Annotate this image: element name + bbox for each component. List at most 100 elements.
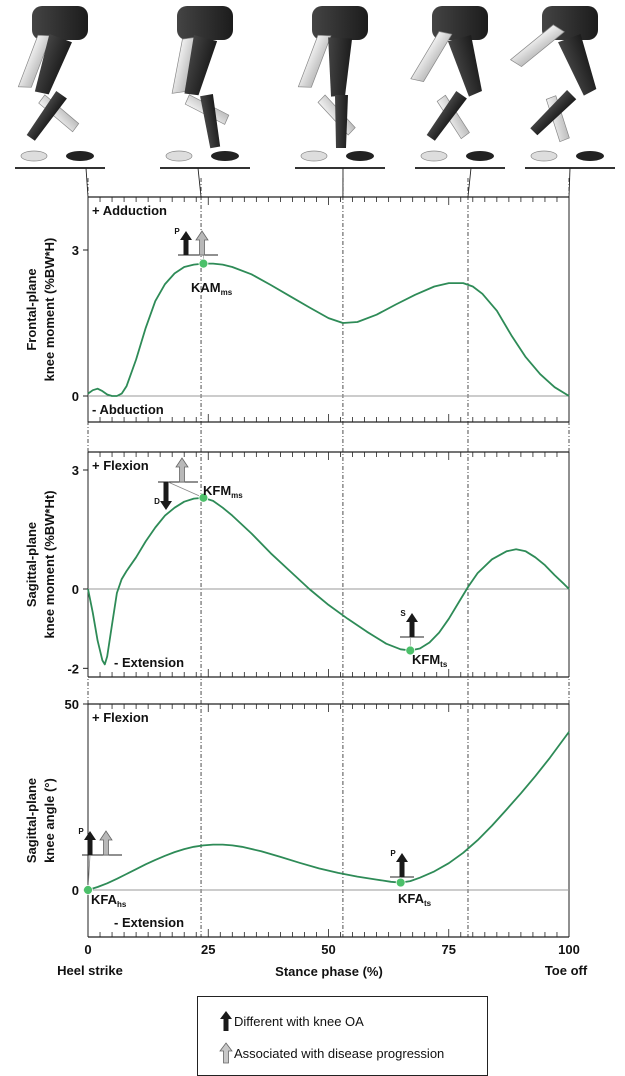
light-foot	[300, 150, 328, 162]
event-point	[395, 877, 406, 888]
event-label-subscript: ts	[440, 660, 448, 669]
dark-arrow-icon	[84, 831, 96, 855]
arrow-tag: P	[390, 849, 396, 858]
dark-arrow-icon	[396, 853, 408, 877]
hip-segment	[32, 6, 88, 40]
event-label: KFMts	[412, 652, 448, 669]
hip-segment	[177, 6, 233, 40]
dark-thigh	[558, 34, 597, 96]
phase-connector	[85, 167, 89, 198]
dark-shank	[530, 90, 577, 136]
light-shank	[436, 94, 470, 140]
phase-connector	[197, 167, 202, 198]
x-left-label: Heel strike	[57, 963, 123, 978]
dark-shank	[335, 95, 348, 148]
x-tick-label: 0	[84, 942, 91, 957]
dark-arrow-icon	[406, 613, 418, 637]
dark-arrow-icon	[160, 482, 172, 510]
dark-shank	[200, 93, 221, 149]
lower-region-note: - Extension	[114, 915, 184, 930]
panel-1: 0 3 + Adduction - Abduction Frontal-plane kne…	[24, 196, 570, 423]
hip-segment	[312, 6, 368, 40]
legend-item-different: Different with knee OA	[218, 1009, 364, 1033]
light-arrow-icon	[99, 830, 113, 856]
arrow-tag: D	[154, 497, 160, 506]
x-tick-label: 50	[321, 942, 335, 957]
series-line	[87, 731, 570, 891]
light-foot	[530, 150, 558, 162]
y-tick-label: 50	[65, 697, 79, 712]
lower-region-note: - Extension	[114, 655, 184, 670]
event-marker-kam-ms: P KAMms	[174, 227, 232, 297]
event-label-subscript: ms	[221, 288, 233, 297]
light-foot	[420, 150, 448, 162]
event-label-subscript: ms	[231, 491, 243, 500]
event-marker-kfa-hs: P KFAhs	[78, 827, 127, 909]
gait-figure-3	[295, 6, 385, 169]
x-tick-label: 75	[442, 942, 456, 957]
y-tick-label: 0	[72, 582, 79, 597]
dark-foot	[346, 151, 374, 161]
legend-label-progression: Associated with disease progression	[234, 1045, 445, 1061]
phase-guide-lines	[85, 167, 571, 937]
event-marker-kfm-ts: S KFMts	[400, 609, 448, 669]
arrow-tag: P	[174, 227, 180, 236]
y-tick-label: -2	[67, 661, 79, 676]
hip-segment	[432, 6, 488, 40]
phase-connector	[467, 167, 472, 198]
upper-region-note: + Flexion	[92, 710, 149, 725]
event-point	[198, 258, 209, 269]
legend-label-different: Different with knee OA	[234, 1013, 364, 1029]
x-right-label: Toe off	[545, 963, 588, 978]
light-thigh	[17, 34, 52, 88]
arrow-tag: P	[78, 827, 84, 836]
dark-thigh	[447, 34, 482, 97]
series-line	[87, 496, 570, 666]
light-thigh	[410, 31, 453, 83]
light-foot	[20, 150, 48, 162]
lower-region-note: - Abduction	[92, 402, 164, 417]
y-axis-label-line1: Sagittal-plane	[24, 522, 39, 607]
event-marker-kfa-ts: P KFAts	[390, 849, 432, 908]
dark-arrow-icon	[180, 231, 192, 255]
x-axis-label: Stance phase (%)	[275, 964, 383, 979]
y-axis-label-line2: knee moment (%BW*Ht)	[42, 490, 57, 638]
arrow-tag: S	[400, 609, 406, 618]
dark-thigh	[34, 34, 72, 95]
x-tick-label: 25	[201, 942, 215, 957]
event-label-subscript: hs	[117, 900, 127, 909]
legend-item-progression: Associated with disease progression	[218, 1041, 444, 1065]
gait-figure-4	[410, 6, 505, 169]
leader-line	[167, 481, 204, 499]
dark-arrow-icon	[220, 1011, 232, 1031]
y-axis-label-line2: knee moment (%BW*H)	[42, 238, 57, 382]
upper-region-note: + Adduction	[92, 203, 167, 218]
phase-connector	[568, 167, 571, 198]
dark-foot	[466, 151, 494, 161]
y-axis-label-line1: Frontal-plane	[24, 268, 39, 350]
light-thigh	[509, 24, 565, 68]
dark-thigh	[328, 37, 353, 97]
y-axis-label-line2: knee angle (°)	[42, 778, 57, 863]
upper-region-note: + Flexion	[92, 458, 149, 473]
gait-phase-illustrations	[15, 6, 615, 169]
event-point	[405, 645, 416, 656]
dark-thigh	[184, 34, 218, 96]
event-point	[83, 885, 93, 895]
event-label-subscript: ts	[424, 899, 432, 908]
gait-figure-2	[160, 6, 250, 169]
light-thigh	[297, 34, 332, 88]
y-tick-label: 0	[72, 389, 79, 404]
dark-foot	[576, 151, 604, 161]
dark-shank	[26, 90, 67, 141]
event-label: KFMms	[203, 483, 243, 500]
light-arrow-icon	[195, 230, 209, 256]
y-axis-label-line1: Sagittal-plane	[24, 778, 39, 863]
event-point	[198, 492, 209, 503]
event-label: KFAts	[398, 891, 432, 908]
dark-foot	[211, 151, 239, 161]
gait-figure-5	[509, 6, 615, 169]
y-tick-label: 0	[72, 883, 79, 898]
